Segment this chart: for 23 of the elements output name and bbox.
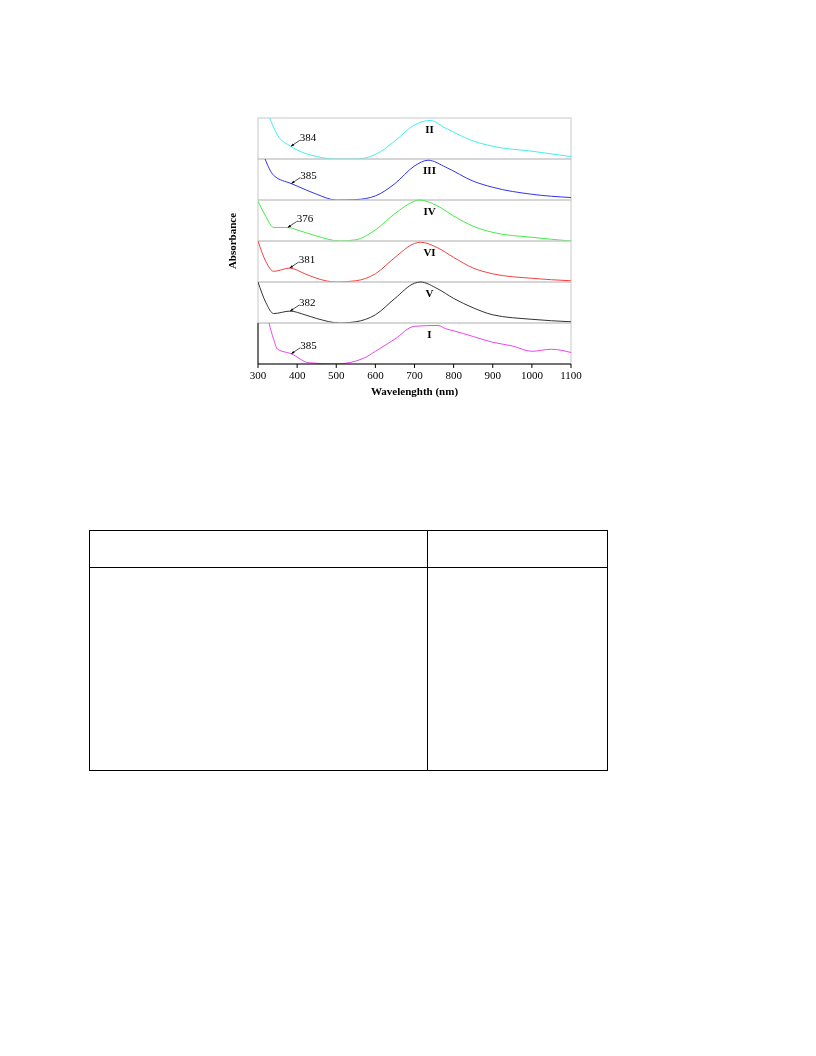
x-tick-label: 900 [484, 369, 502, 381]
x-tick-label: 800 [445, 369, 463, 381]
annotation: 384 [299, 131, 317, 144]
series-label: VI [423, 246, 436, 258]
x-tick-label: 1100 [560, 369, 583, 381]
annotation: 382 [299, 296, 316, 309]
series-label: II [425, 123, 434, 135]
x-tick-label: 700 [406, 369, 424, 381]
x-tick-label: 300 [249, 369, 267, 381]
series-label: IV [423, 205, 436, 217]
annotation: 376 [296, 212, 314, 225]
y-axis-title: Absorbance [226, 212, 238, 270]
x-tick-label: 500 [328, 369, 345, 381]
series-label: I [427, 328, 432, 340]
annotation: 385 [300, 338, 318, 351]
annotation: 381 [298, 253, 316, 266]
series-label: V [425, 287, 434, 299]
x-tick-label: 1000 [520, 369, 544, 381]
x-tick-label: 400 [288, 369, 306, 381]
x-axis-title: Wavelenghth (nm) [370, 385, 459, 398]
series-label: III [423, 164, 436, 176]
annotation: 385 [300, 168, 318, 181]
x-tick-label: 600 [367, 369, 385, 381]
